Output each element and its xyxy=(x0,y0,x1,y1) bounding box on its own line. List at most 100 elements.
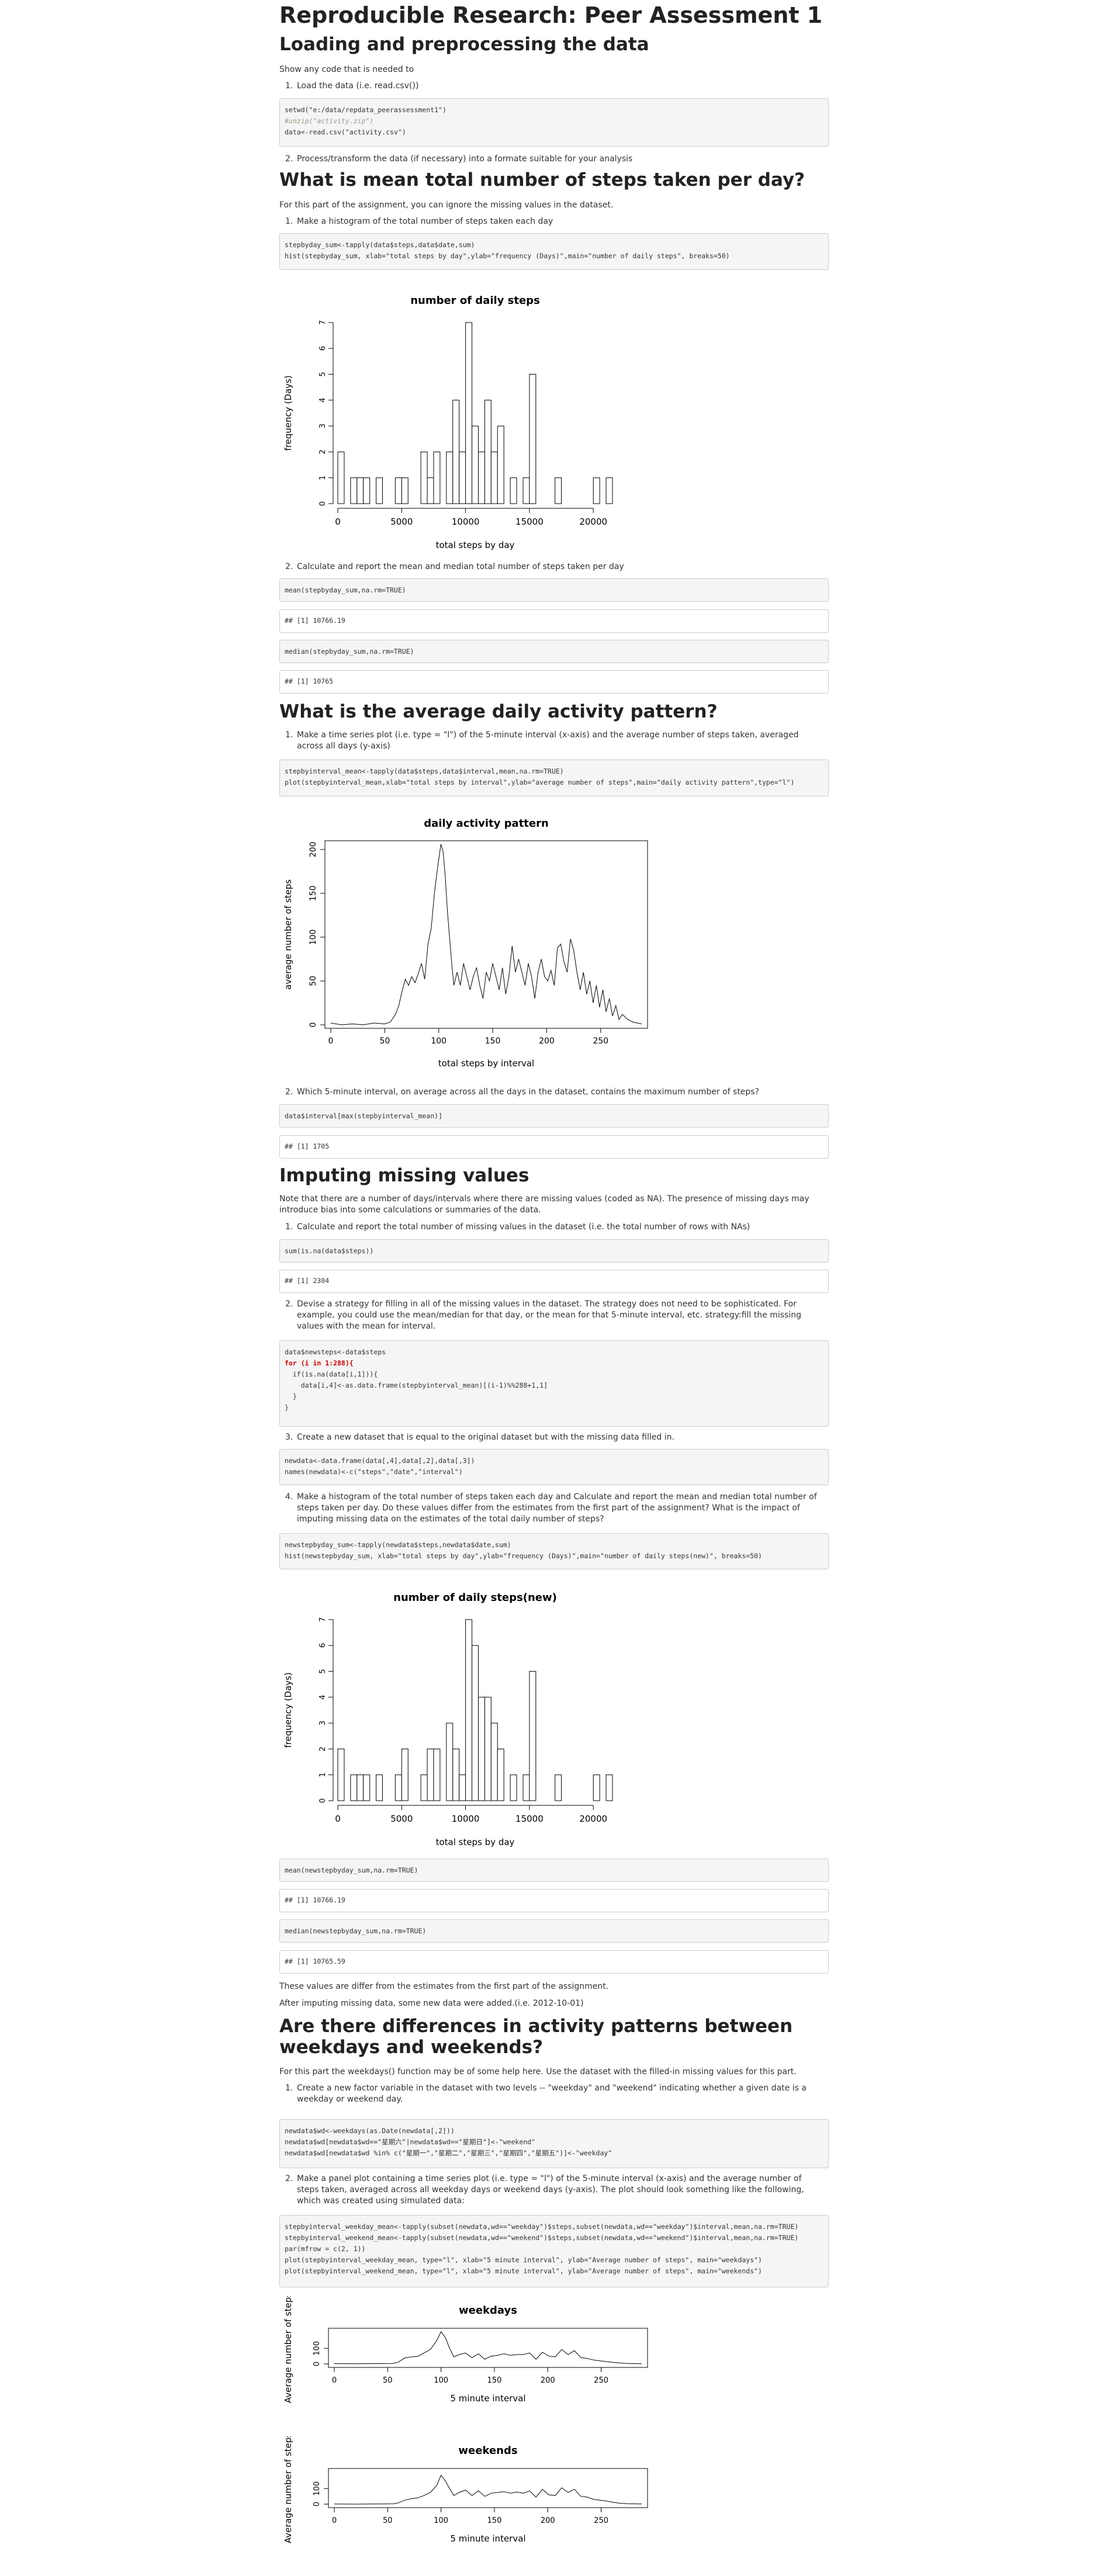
x-tick-label: 0 xyxy=(328,1036,334,1046)
series-line xyxy=(334,2474,642,2505)
x-tick-label: 20000 xyxy=(579,1814,607,1824)
histogram-bar xyxy=(420,451,428,504)
x-tick-label: 15000 xyxy=(515,1814,544,1824)
code-block: newstepbyday_sum<-tapply(newdata$steps,n… xyxy=(279,1533,829,1569)
y-axis-label: average number of steps xyxy=(283,879,293,990)
paragraph: These values are differ from the estimat… xyxy=(279,1982,609,1991)
x-tick-label: 0 xyxy=(335,516,341,527)
code-line: median(newstepbyday_sum,na.rm=TRUE) xyxy=(285,1927,427,1935)
x-tick-label: 250 xyxy=(594,2516,608,2525)
histogram-bar xyxy=(357,1774,364,1801)
y-axis-label: Average number of steps xyxy=(283,2436,293,2543)
histogram-bar xyxy=(497,425,504,504)
output-block: ## [1] 10765 xyxy=(279,670,829,694)
histogram-bar xyxy=(427,1748,434,1801)
histogram-bar xyxy=(446,1722,454,1801)
x-tick-label: 100 xyxy=(434,2516,448,2525)
output-block: ## [1] 10765.59 xyxy=(279,1950,829,1974)
chart-title: daily activity pattern xyxy=(424,817,549,830)
code-line: data$interval[max(stepbyinterval_mean)] xyxy=(285,1112,443,1120)
y-tick-label: 50 xyxy=(309,976,318,986)
histogram-bar xyxy=(459,451,466,504)
y-tick-label: 3 xyxy=(319,424,327,428)
plot-box xyxy=(328,2468,648,2508)
list-item: 2. Calculate and report the mean and medi… xyxy=(285,562,624,571)
histogram-bar xyxy=(452,1748,460,1801)
list-item: 2. Make a panel plot containing a time se… xyxy=(285,2174,804,2206)
chart-title: weekends xyxy=(458,2445,517,2457)
x-tick-label: 150 xyxy=(485,1036,501,1046)
section-heading: Imputing missing values xyxy=(279,1165,529,1186)
paragraph: For this part of the assignment, you can… xyxy=(279,200,614,210)
list-item: 2. Which 5-minute interval, on average ac… xyxy=(285,1087,760,1097)
chart-title: number of daily steps xyxy=(410,294,540,307)
y-tick-label: 100 xyxy=(309,930,318,945)
code-line: data[i,4]<-as.data.frame(stepbyinterval_… xyxy=(285,1381,548,1389)
x-axis-label: 5 minute interval xyxy=(450,2393,525,2404)
list-item: 4. Make a histogram of the total number o… xyxy=(285,1492,817,1524)
code-line: data$newsteps<-data$steps xyxy=(285,1348,386,1356)
y-axis-label: Average number of steps xyxy=(283,2296,293,2403)
line-chart: daily activity pattern 0 50 100 150 200 250 0 50… xyxy=(283,817,648,1069)
y-tick-label: 0 xyxy=(319,1798,327,1803)
code-block: stepbyinterval_mean<-tapply(data$steps,d… xyxy=(279,760,829,796)
code-line: data<-read.csv("activity.csv") xyxy=(285,128,406,136)
x-axis-label: 5 minute interval xyxy=(450,2533,525,2544)
histogram-bar xyxy=(337,451,345,504)
code-line: sum(is.na(data$steps)) xyxy=(285,1247,374,1255)
code-line: stepbyinterval_weekend_mean<-tapply(subs… xyxy=(285,2234,799,2242)
code-block: newdata$wd<-weekdays(as.Date(newdata[,2]… xyxy=(279,2119,829,2168)
histogram-bar xyxy=(529,1671,537,1801)
output-block: ## [1] 10766.19 xyxy=(279,1889,829,1912)
list-item: 1. Make a histogram of the total number o… xyxy=(285,217,553,226)
x-tick-label: 0 xyxy=(335,1814,341,1824)
output-line: ## [1] 10766.19 xyxy=(285,616,345,625)
x-tick-label: 5000 xyxy=(390,516,413,527)
code-block: data$newsteps<-data$steps for (i in 1:28… xyxy=(279,1340,829,1427)
y-tick-label: 100 xyxy=(313,2341,321,2356)
code-line: par(mfrow = c(2, 1)) xyxy=(285,2245,366,2253)
x-tick-label: 50 xyxy=(383,2376,393,2385)
x-tick-label: 15000 xyxy=(515,516,544,527)
output-line: ## [1] 10765.59 xyxy=(285,1957,345,1965)
x-axis-label: total steps by day xyxy=(436,1837,515,1847)
code-block: stepbyday_sum<-tapply(data$steps,data$da… xyxy=(279,233,829,270)
code-line: newdata$wd[newdata$wd %in% c("星期一","星期二"… xyxy=(285,2149,612,2157)
histogram-bar xyxy=(490,1722,498,1801)
page-title: Reproducible Research: Peer Assessment 1 xyxy=(279,2,823,28)
y-tick-label: 7 xyxy=(319,1617,327,1622)
code-line: newdata$wd[newdata$wd=="星期六"|newdata$wd=… xyxy=(285,2138,536,2146)
chart-title: weekdays xyxy=(459,2304,517,2317)
output-line: ## [1] 10765 xyxy=(285,677,334,685)
section-heading: Loading and preprocessing the data xyxy=(279,34,649,55)
x-axis-label: total steps by day xyxy=(436,540,515,550)
y-tick-label: 0 xyxy=(319,501,327,506)
code-block: median(stepbyday_sum,na.rm=TRUE) xyxy=(279,640,829,663)
x-tick-label: 250 xyxy=(593,1036,608,1046)
section-heading: Are there differences in activity patter… xyxy=(279,2016,793,2058)
code-line: median(stepbyday_sum,na.rm=TRUE) xyxy=(285,647,414,656)
histogram-bar xyxy=(459,1774,466,1801)
code-line: stepbyinterval_mean<-tapply(data$steps,d… xyxy=(285,767,564,775)
code-line: setwd("e:/data/repdata_peerassessment1") xyxy=(285,106,447,114)
y-tick-label: 6 xyxy=(319,1643,327,1648)
histogram-bar xyxy=(401,1748,409,1801)
section-heading: What is mean total number of steps taken… xyxy=(279,169,805,190)
section-heading: What is the average daily activity patte… xyxy=(279,701,718,722)
histogram-bar xyxy=(605,1774,613,1801)
output-block: ## [1] 2304 xyxy=(279,1270,829,1293)
y-tick-label: 4 xyxy=(319,398,327,403)
histogram-bar xyxy=(376,477,383,504)
code-line: } xyxy=(285,1392,297,1400)
paragraph: For this part the weekdays() function ma… xyxy=(279,2067,797,2076)
y-tick-label: 6 xyxy=(319,346,327,351)
y-tick-label: 150 xyxy=(309,886,318,902)
paragraph: Note that there are a number of days/int… xyxy=(279,1194,809,1215)
code-line: mean(stepbyday_sum,na.rm=TRUE) xyxy=(285,586,406,594)
histogram-bar xyxy=(465,1619,473,1801)
histogram-bar xyxy=(350,477,358,504)
code-block: stepbyinterval_weekday_mean<-tapply(subs… xyxy=(279,2215,829,2287)
output-block: ## [1] 10766.19 xyxy=(279,609,829,633)
